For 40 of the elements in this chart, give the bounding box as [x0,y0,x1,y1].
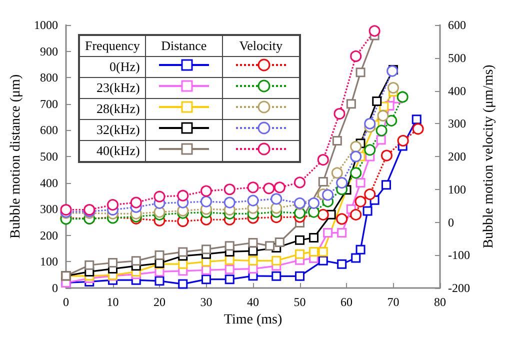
legend-label: 40(kHz) [79,140,146,162]
y-tick-label: 100 [40,254,58,269]
y2-tick-label: 100 [448,182,466,196]
x-tick-label: 0 [63,295,69,309]
x-tick-label: 10 [106,295,119,309]
y2-tick-label: 300 [448,116,466,131]
y2-tick-label: -200 [448,281,470,295]
y-tick-label: 800 [40,70,58,85]
y-tick-label: 1000 [34,18,58,32]
x-tick-label: 70 [387,295,400,309]
legend-label: 32(kHz) [79,120,146,140]
y2-axis-title: Bubble motion velocity (μm/ms) [482,64,496,248]
y2-tick-label: 200 [448,150,466,164]
legend-title: Frequency [79,35,146,56]
y-tick-label: 700 [40,96,58,111]
y-tick-label: 300 [40,202,58,216]
y2-tick-label: -100 [448,248,470,262]
y-axis-title: Bubble motion distance (μm) [8,74,24,239]
x-tick-label: 80 [434,295,446,309]
annotation: Distance [145,35,222,56]
y2-tick-label: 0 [448,215,454,230]
y-tick-label: 0 [52,281,58,295]
y-tick-label: 900 [40,44,58,58]
x-tick-label: 50 [294,295,306,309]
y-tick-label: 200 [40,228,58,242]
legend-label: 0(Hz) [79,56,146,78]
annotation: Velocity [222,35,300,56]
legend-label: 28(kHz) [79,98,146,120]
x-axis-title: Time (ms) [224,312,282,328]
x-tick-label: 20 [154,295,166,309]
legend-label: 23(kHz) [79,78,146,98]
y-tick-label: 400 [40,176,58,190]
x-tick-label: 30 [200,295,212,309]
x-tick-label: 40 [247,295,259,309]
y-tick-label: 500 [40,150,58,164]
y-tick-label: 600 [40,123,58,138]
y2-tick-label: 400 [448,84,466,98]
y2-tick-label: 500 [448,50,466,65]
x-tick-label: 60 [340,295,352,309]
y2-tick-label: 600 [448,18,466,32]
